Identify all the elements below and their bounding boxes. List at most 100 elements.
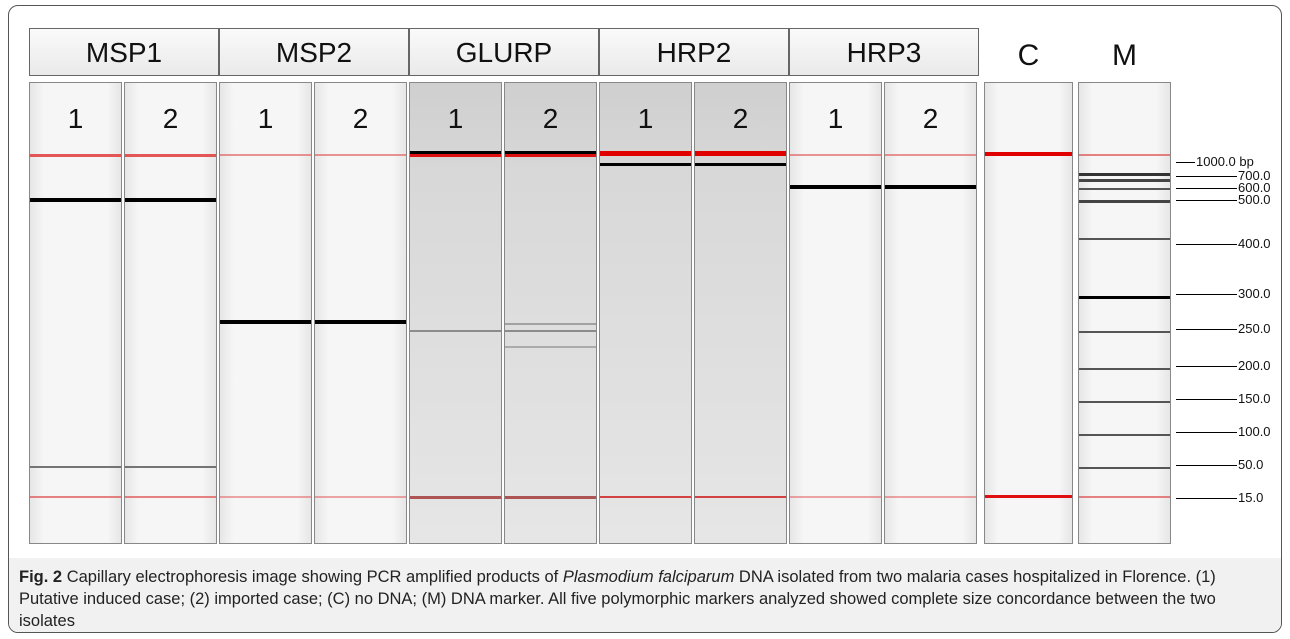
control-label: C: [984, 28, 1073, 76]
ladder-label: 1000.0 bp: [1196, 154, 1254, 169]
caption: Fig. 2 Capillary electrophoresis image s…: [9, 558, 1281, 633]
band: [220, 496, 311, 498]
lane-number: 2: [315, 103, 406, 135]
band: [410, 154, 501, 157]
group-header: HRP2: [599, 28, 789, 76]
group-header: MSP2: [219, 28, 409, 76]
group-header: MSP1: [29, 28, 219, 76]
ladder-line: [1176, 465, 1237, 466]
ladder-label: 15.0: [1238, 490, 1263, 505]
band: [30, 198, 121, 202]
band: [600, 163, 691, 166]
lane: [984, 82, 1073, 544]
band: [1079, 238, 1170, 240]
band: [1079, 401, 1170, 403]
ladder-line: [1176, 366, 1237, 367]
ladder-line: [1176, 329, 1237, 330]
band: [885, 185, 976, 189]
lane: 1: [29, 82, 122, 544]
band: [30, 466, 121, 468]
band: [505, 496, 596, 499]
ladder-line: [1176, 162, 1195, 163]
band: [1079, 434, 1170, 436]
band: [695, 163, 786, 166]
lane: 2: [884, 82, 977, 544]
ladder-label: 300.0: [1238, 286, 1271, 301]
lane: 2: [504, 82, 597, 544]
band: [315, 320, 406, 324]
ladder-line: [1176, 432, 1237, 433]
ladder-label: 150.0: [1238, 391, 1271, 406]
band: [30, 154, 121, 157]
marker-label: M: [1078, 28, 1171, 76]
band: [125, 154, 216, 157]
band: [410, 496, 501, 499]
band: [695, 496, 786, 498]
ladder-label: 400.0: [1238, 236, 1271, 251]
band: [790, 496, 881, 498]
band: [1079, 200, 1170, 203]
band: [1079, 154, 1170, 156]
band: [985, 152, 1072, 156]
band: [885, 496, 976, 498]
band: [30, 496, 121, 498]
band: [695, 151, 786, 156]
lane: 1: [599, 82, 692, 544]
ladder-line: [1176, 498, 1237, 499]
band: [315, 496, 406, 498]
lane: [1078, 82, 1171, 544]
band: [1079, 188, 1170, 190]
band: [505, 346, 596, 348]
ladder-line: [1176, 244, 1237, 245]
lane-number: 1: [600, 103, 691, 135]
ladder-line: [1176, 188, 1237, 189]
lane: 1: [409, 82, 502, 544]
caption-label: Fig. 2: [19, 568, 62, 586]
caption-text: Capillary electrophoresis image showing …: [67, 568, 559, 586]
band: [505, 323, 596, 325]
band: [790, 154, 881, 156]
lane-number: 2: [885, 103, 976, 135]
band: [125, 198, 216, 202]
band: [1079, 179, 1170, 182]
ladder-label: 500.0: [1238, 192, 1271, 207]
band: [410, 330, 501, 332]
lane: 1: [789, 82, 882, 544]
ladder-label: 250.0: [1238, 321, 1271, 336]
lane: 2: [314, 82, 407, 544]
ladder-line: [1176, 399, 1237, 400]
ladder-label: 50.0: [1238, 457, 1263, 472]
lane-number: 1: [790, 103, 881, 135]
band: [125, 466, 216, 468]
ladder-label: 100.0: [1238, 424, 1271, 439]
band: [1079, 368, 1170, 370]
figure-frame: Fig. 2 Capillary electrophoresis image s…: [8, 5, 1282, 633]
band: [125, 496, 216, 498]
lane-number: 2: [695, 103, 786, 135]
band: [505, 330, 596, 332]
lane-number: 1: [220, 103, 311, 135]
band: [1079, 467, 1170, 469]
lane: 1: [219, 82, 312, 544]
band: [885, 154, 976, 156]
ladder-line: [1176, 294, 1237, 295]
lane-number: 2: [125, 103, 216, 135]
band: [505, 154, 596, 157]
lane: 2: [124, 82, 217, 544]
lane-number: 1: [410, 103, 501, 135]
lane-number: 1: [30, 103, 121, 135]
page: {"figure": { "groups": [ {"name": "MSP1"…: [0, 0, 1290, 639]
band: [1079, 173, 1170, 176]
band: [600, 496, 691, 498]
ladder-line: [1176, 200, 1237, 201]
band: [1079, 496, 1170, 498]
band: [790, 185, 881, 189]
band: [220, 154, 311, 156]
band: [985, 495, 1072, 498]
ladder-label: 200.0: [1238, 358, 1271, 373]
band: [220, 320, 311, 324]
lane: 2: [694, 82, 787, 544]
lane-number: 2: [505, 103, 596, 135]
band: [1079, 296, 1170, 299]
caption-species: Plasmodium falciparum: [563, 568, 734, 586]
